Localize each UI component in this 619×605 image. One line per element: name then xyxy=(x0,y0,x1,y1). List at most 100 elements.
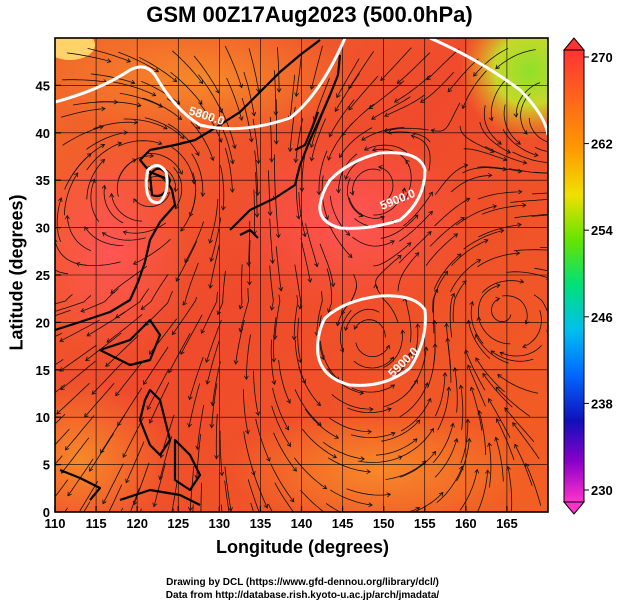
streamline xyxy=(503,104,521,145)
streamline xyxy=(399,428,434,458)
streamline-arrow xyxy=(59,367,64,372)
streamline xyxy=(275,246,282,291)
x-tick-label: 155 xyxy=(414,516,436,531)
streamline xyxy=(55,479,69,498)
streamline xyxy=(327,457,371,473)
streamline xyxy=(199,103,222,143)
streamline-arrow xyxy=(366,469,371,475)
streamline xyxy=(122,417,144,458)
streamline xyxy=(531,214,548,217)
streamline xyxy=(373,188,405,216)
streamline-arrow xyxy=(519,279,525,284)
streamline xyxy=(304,408,339,439)
streamline xyxy=(352,236,395,247)
streamline-arrow xyxy=(75,515,79,519)
streamline-arrow xyxy=(465,197,471,203)
streamline-arrow xyxy=(407,351,413,357)
streamline xyxy=(116,159,137,197)
streamline xyxy=(149,382,170,424)
streamline xyxy=(209,244,220,289)
streamline-arrow xyxy=(175,100,181,105)
streamline xyxy=(133,238,171,265)
streamline-arrow xyxy=(238,83,244,89)
streamline xyxy=(105,335,139,367)
streamline-arrow xyxy=(100,448,105,454)
streamline xyxy=(215,413,218,459)
streamline-arrow xyxy=(390,384,396,389)
streamline xyxy=(371,96,411,120)
streamline xyxy=(219,106,236,149)
streamline-arrow xyxy=(476,259,482,264)
streamline-arrow xyxy=(517,168,523,174)
streamline-arrow xyxy=(209,424,215,429)
streamline-arrow xyxy=(499,228,505,234)
streamline-arrow xyxy=(515,250,521,256)
streamline-arrow xyxy=(101,232,107,237)
streamline xyxy=(115,360,144,396)
streamline xyxy=(433,288,438,334)
streamline-arrow xyxy=(205,380,211,385)
streamline xyxy=(295,51,303,97)
streamline-arrow xyxy=(429,427,434,433)
streamline xyxy=(255,418,271,462)
streamline-arrow xyxy=(123,130,129,136)
streamline xyxy=(220,165,225,210)
streamline-arrow xyxy=(450,422,455,428)
streamline xyxy=(200,482,202,512)
streamline-arrow xyxy=(345,231,351,236)
x-tick-label: 135 xyxy=(250,516,272,531)
streamline-arrow xyxy=(154,67,160,73)
streamline-arrow xyxy=(469,386,475,392)
colorbar-tick-label: 230 xyxy=(591,483,613,498)
streamline xyxy=(90,178,100,222)
streamline xyxy=(182,262,199,306)
streamline xyxy=(249,239,251,285)
streamline xyxy=(528,117,548,143)
streamline xyxy=(352,168,381,195)
streamline xyxy=(425,233,458,266)
streamline-arrow xyxy=(467,364,472,370)
streamline xyxy=(449,293,455,338)
streamline-arrow xyxy=(504,407,509,412)
streamline-arrow xyxy=(152,502,158,508)
streamline xyxy=(275,192,279,238)
streamline xyxy=(496,418,515,461)
streamline xyxy=(108,484,123,512)
streamline-arrow xyxy=(64,214,70,220)
streamline-arrow xyxy=(255,411,261,416)
streamline-arrow xyxy=(200,192,206,197)
streamline xyxy=(171,297,197,335)
streamline-arrow xyxy=(533,152,539,158)
streamline-arrow xyxy=(473,72,478,77)
streamline xyxy=(113,81,156,96)
streamline-arrow xyxy=(91,178,96,184)
streamline xyxy=(398,231,432,264)
streamline xyxy=(243,71,255,116)
streamline-arrow xyxy=(251,111,257,117)
streamline-arrow xyxy=(469,301,474,306)
streamline xyxy=(318,150,328,195)
streamline xyxy=(412,492,444,512)
streamline xyxy=(80,288,119,312)
streamline xyxy=(55,294,73,305)
streamline-arrow xyxy=(248,137,254,143)
streamline xyxy=(348,75,379,111)
streamline-arrow xyxy=(157,140,163,145)
streamline xyxy=(239,288,249,332)
streamline-arrow xyxy=(316,190,322,196)
streamline-arrow xyxy=(474,333,480,339)
streamline xyxy=(383,330,403,368)
streamline-arrow xyxy=(209,257,215,263)
streamline-arrow xyxy=(266,457,271,462)
streamline-arrow xyxy=(89,467,94,472)
streamline-arrow xyxy=(513,113,519,118)
streamline xyxy=(141,81,180,105)
streamline-arrow xyxy=(415,419,421,425)
streamline xyxy=(478,317,511,345)
streamline-arrow xyxy=(158,103,163,108)
streamline xyxy=(339,127,373,158)
streamline-arrow xyxy=(286,442,292,447)
streamline-arrow xyxy=(390,240,395,245)
streamline-arrow xyxy=(132,500,138,506)
streamline xyxy=(293,295,299,340)
